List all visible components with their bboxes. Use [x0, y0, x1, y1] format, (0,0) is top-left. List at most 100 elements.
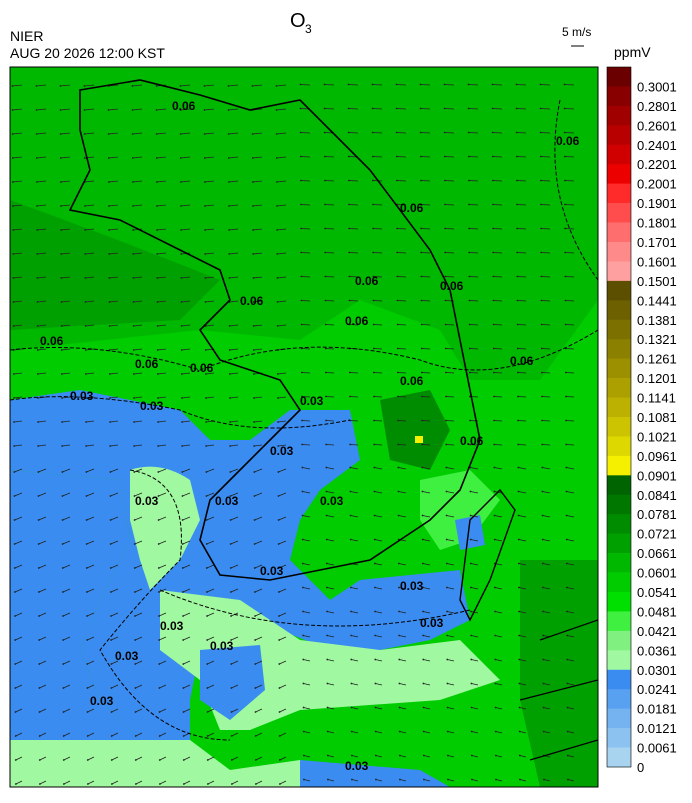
wind-arrow	[36, 204, 47, 207]
wind-arrow	[111, 660, 119, 665]
wind-arrow	[495, 755, 503, 758]
wind-arrow	[422, 467, 431, 470]
wind-arrow-head	[132, 181, 134, 183]
wind-arrow	[62, 468, 71, 473]
wind-arrow	[422, 515, 431, 518]
colorbar-label: 0.2201	[637, 157, 677, 172]
wind-arrow-head	[35, 157, 38, 159]
wind-arrow	[444, 84, 455, 86]
colorbar-bin	[607, 417, 631, 437]
wind-arrow-head	[108, 253, 111, 255]
wind-arrow	[204, 156, 215, 159]
wind-arrow-head	[132, 253, 135, 255]
wind-arrow-head	[516, 275, 519, 278]
wind-arrow-head	[14, 711, 17, 713]
colorbar-label: 0.2801	[637, 99, 677, 114]
wind-arrow-head	[518, 586, 520, 589]
wind-arrow-head	[494, 706, 497, 709]
contour-line	[10, 396, 471, 741]
wind-arrow-head	[446, 586, 448, 589]
wind-arrow	[86, 420, 95, 423]
wind-arrow-head	[350, 586, 352, 589]
wind-arrow-head	[110, 639, 113, 641]
wind-arrow	[348, 108, 359, 110]
wind-arrow-head	[565, 562, 568, 565]
wind-arrow	[396, 108, 407, 110]
wind-arrow-head	[469, 514, 472, 517]
wind-arrow	[183, 684, 191, 689]
wind-arrow	[159, 732, 167, 737]
wind-arrow	[492, 132, 503, 134]
wind-arrow	[60, 132, 71, 135]
wind-arrow-head	[110, 663, 113, 665]
wind-arrow	[541, 204, 551, 206]
wind-arrow-head	[62, 663, 65, 665]
wind-arrow-head	[350, 706, 353, 709]
colorbar-bin	[607, 436, 631, 457]
wind-arrow	[493, 300, 503, 302]
contour-label: 0.03	[140, 399, 164, 413]
wind-arrow	[38, 588, 47, 593]
wind-arrow-head	[540, 227, 543, 230]
wind-arrow	[327, 635, 335, 638]
wind-arrow	[372, 84, 383, 86]
wind-arrow-head	[324, 371, 327, 374]
wind-arrow	[12, 156, 23, 159]
wind-arrow	[303, 707, 311, 710]
wind-arrow	[277, 252, 287, 255]
wind-arrow-head	[276, 301, 279, 303]
wind-arrow	[36, 108, 47, 111]
wind-arrow	[396, 180, 407, 182]
wind-arrow	[13, 300, 23, 303]
wind-arrow	[60, 84, 71, 87]
colorbar-bin	[607, 183, 631, 204]
wind-arrow-head	[374, 730, 377, 733]
wind-arrow	[469, 276, 479, 278]
contour-label: 0.06	[135, 357, 159, 371]
wind-arrow-head	[157, 495, 160, 497]
wind-arrow	[396, 132, 407, 134]
wind-arrow-head	[155, 109, 158, 111]
wind-arrow	[399, 635, 407, 638]
wind-arrow-head	[253, 397, 255, 399]
wind-arrow	[567, 731, 575, 734]
wind-arrow	[372, 132, 383, 134]
wind-arrow-head	[374, 658, 377, 661]
wind-arrow	[157, 348, 167, 351]
wind-arrow-head	[134, 759, 137, 761]
wind-arrow-head	[157, 543, 160, 545]
wind-arrow	[421, 204, 431, 206]
wind-arrow-head	[348, 371, 351, 374]
wind-arrow-head	[564, 371, 567, 374]
wind-arrow-head	[86, 615, 88, 617]
wind-arrow-head	[278, 759, 281, 761]
wind-arrow	[301, 252, 311, 254]
wind-arrow	[38, 420, 47, 423]
wind-arrow	[543, 659, 551, 662]
wind-arrow	[372, 108, 383, 110]
wind-arrow	[279, 708, 287, 713]
wind-arrow	[326, 587, 335, 590]
wind-arrow	[15, 780, 23, 785]
wind-arrow-head	[62, 639, 65, 641]
wind-arrow	[518, 539, 527, 542]
wind-arrow-head	[108, 229, 111, 231]
wind-arrow	[61, 252, 71, 255]
wind-arrow-head	[444, 179, 446, 182]
wind-arrow-head	[203, 109, 206, 111]
wind-arrow-head	[443, 83, 446, 86]
wind-arrow-head	[494, 682, 497, 685]
wind-arrow-head	[38, 759, 41, 761]
wind-arrow-head	[396, 323, 399, 326]
wind-arrow-head	[422, 610, 424, 613]
wind-arrow-head	[444, 371, 447, 374]
wind-arrow	[541, 228, 551, 230]
wind-arrow-head	[468, 179, 470, 182]
wind-arrow	[326, 539, 335, 542]
wind-arrow-head	[12, 277, 15, 279]
wind-arrow	[542, 467, 551, 470]
wind-arrow	[397, 228, 407, 230]
wind-arrow	[469, 324, 479, 326]
wind-arrow	[564, 180, 575, 182]
wind-arrow-head	[60, 373, 63, 375]
